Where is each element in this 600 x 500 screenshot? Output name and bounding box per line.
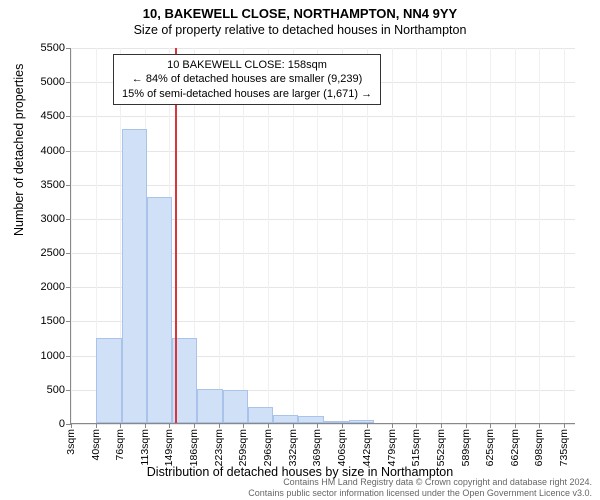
x-tick-mark	[490, 423, 491, 428]
info-box: 10 BAKEWELL CLOSE: 158sqm← 84% of detach…	[113, 54, 381, 105]
histogram-bar	[197, 389, 222, 423]
histogram-bar	[122, 129, 147, 423]
y-tick-label: 1000	[41, 350, 65, 362]
histogram-bar	[147, 197, 172, 423]
x-tick-mark	[466, 423, 467, 428]
info-box-line: 15% of semi-detached houses are larger (…	[122, 87, 372, 101]
x-tick-mark	[169, 423, 170, 428]
x-tick-label: 186sqm	[188, 429, 200, 466]
plot-wrap: 0500100015002000250030003500400045005000…	[70, 48, 575, 424]
x-tick-mark	[120, 423, 121, 428]
x-tick-mark	[342, 423, 343, 428]
y-tick-label: 2500	[41, 247, 65, 259]
x-tick-label: 515sqm	[410, 429, 422, 466]
x-tick-label: 442sqm	[361, 429, 373, 466]
footer-attribution: Contains HM Land Registry data © Crown c…	[248, 477, 592, 498]
grid-line-v	[564, 48, 565, 423]
info-box-line: ← 84% of detached houses are smaller (9,…	[122, 72, 372, 86]
info-box-line: 10 BAKEWELL CLOSE: 158sqm	[122, 58, 372, 72]
x-tick-label: 552sqm	[435, 429, 447, 466]
y-tick-label: 3000	[41, 213, 65, 225]
x-tick-mark	[243, 423, 244, 428]
y-tick-label: 500	[47, 384, 65, 396]
x-tick-label: 698sqm	[533, 429, 545, 466]
x-tick-mark	[317, 423, 318, 428]
y-tick-label: 2000	[41, 281, 65, 293]
x-tick-label: 296sqm	[262, 429, 274, 466]
x-tick-mark	[392, 423, 393, 428]
x-tick-label: 40sqm	[90, 429, 102, 461]
x-tick-label: 735sqm	[558, 429, 570, 466]
x-tick-mark	[416, 423, 417, 428]
chart-title: 10, BAKEWELL CLOSE, NORTHAMPTON, NN4 9YY	[0, 0, 600, 21]
x-tick-label: 113sqm	[139, 429, 151, 466]
grid-line-h	[71, 424, 575, 425]
x-tick-label: 76sqm	[114, 429, 126, 461]
grid-line-v	[539, 48, 540, 423]
histogram-bar	[349, 420, 374, 423]
x-tick-label: 406sqm	[336, 429, 348, 466]
x-tick-mark	[145, 423, 146, 428]
x-tick-label: 3sqm	[65, 429, 77, 455]
x-tick-label: 259sqm	[237, 429, 249, 466]
y-axis-title: Number of detached properties	[12, 64, 26, 236]
grid-line-v	[441, 48, 442, 423]
x-tick-mark	[539, 423, 540, 428]
histogram-bar	[298, 416, 323, 423]
x-tick-mark	[96, 423, 97, 428]
x-tick-mark	[515, 423, 516, 428]
histogram-bar	[273, 415, 298, 423]
grid-line-h	[71, 48, 575, 49]
x-tick-label: 479sqm	[386, 429, 398, 466]
x-tick-mark	[71, 423, 72, 428]
x-tick-mark	[268, 423, 269, 428]
x-tick-label: 223sqm	[213, 429, 225, 466]
y-tick-label: 5500	[41, 42, 65, 54]
y-tick-label: 3500	[41, 179, 65, 191]
x-tick-mark	[219, 423, 220, 428]
x-tick-mark	[564, 423, 565, 428]
grid-line-h	[71, 116, 575, 117]
x-tick-mark	[367, 423, 368, 428]
x-tick-mark	[441, 423, 442, 428]
grid-line-v	[466, 48, 467, 423]
x-tick-label: 149sqm	[163, 429, 175, 466]
grid-line-v	[515, 48, 516, 423]
x-tick-label: 662sqm	[509, 429, 521, 466]
grid-line-v	[392, 48, 393, 423]
x-tick-mark	[194, 423, 195, 428]
y-tick-label: 4500	[41, 110, 65, 122]
x-tick-mark	[293, 423, 294, 428]
footer-line: Contains HM Land Registry data © Crown c…	[248, 477, 592, 487]
y-tick-label: 4000	[41, 145, 65, 157]
x-tick-label: 332sqm	[287, 429, 299, 466]
x-tick-label: 589sqm	[460, 429, 472, 466]
x-tick-label: 625sqm	[484, 429, 496, 466]
histogram-bar	[223, 390, 248, 423]
grid-line-v	[490, 48, 491, 423]
chart-container: 10, BAKEWELL CLOSE, NORTHAMPTON, NN4 9YY…	[0, 0, 600, 500]
grid-line-v	[71, 48, 72, 423]
histogram-bar	[96, 338, 121, 423]
y-tick-label: 5000	[41, 76, 65, 88]
grid-line-v	[416, 48, 417, 423]
x-tick-label: 369sqm	[311, 429, 323, 466]
plot-area: 0500100015002000250030003500400045005000…	[70, 48, 575, 424]
footer-line: Contains public sector information licen…	[248, 488, 592, 498]
y-tick-label: 1500	[41, 315, 65, 327]
histogram-bar	[324, 421, 349, 423]
chart-subtitle: Size of property relative to detached ho…	[0, 21, 600, 37]
histogram-bar	[248, 407, 273, 423]
